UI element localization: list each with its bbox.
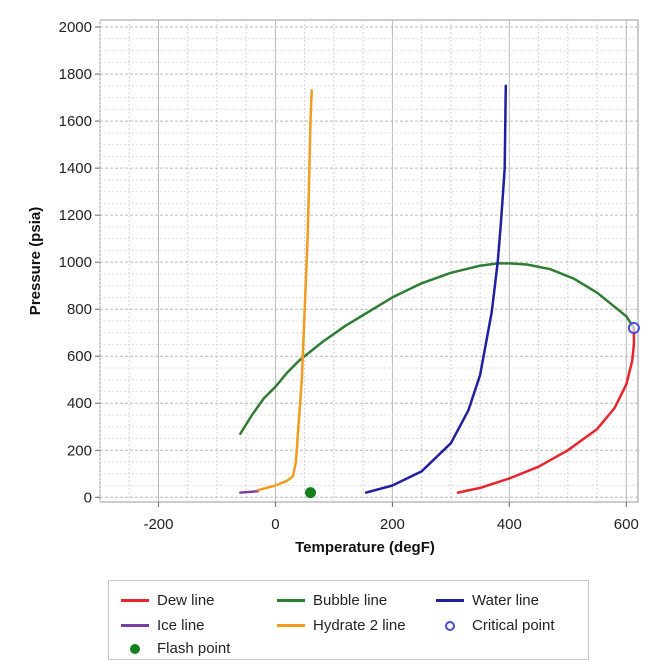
hydrate-2-line-swatch (277, 624, 305, 627)
dew-line-swatch (121, 599, 149, 602)
legend-item-water-line: Water line (436, 592, 539, 609)
x-tick-label: 0 (271, 516, 279, 533)
ice-line-swatch (121, 624, 149, 627)
legend-label: Ice line (157, 617, 205, 634)
flash-point-marker (305, 487, 317, 499)
legend-label: Hydrate 2 line (313, 617, 406, 634)
x-tick-label: 400 (497, 516, 522, 533)
x-tick-label: -200 (143, 516, 173, 533)
y-tick-label: 1400 (59, 160, 92, 177)
legend-item-hydrate-2-line: Hydrate 2 line (277, 617, 406, 634)
x-tick-label: 200 (380, 516, 405, 533)
y-tick-label: 1200 (59, 207, 92, 224)
hydrate-2-line-series (256, 89, 313, 492)
legend-item-critical-point: Critical point (436, 617, 555, 634)
flash-point-swatch (130, 643, 140, 654)
y-axis-title: Pressure (psia) (27, 207, 44, 315)
bubble-line-swatch (277, 599, 305, 602)
y-tick-label: 1600 (59, 113, 92, 130)
critical-point-marker (627, 322, 640, 335)
y-axis-ticks: 0 200 400 600 800 1000 1200 1400 1600 1800 2000 (59, 19, 100, 506)
legend-item-flash-point: Flash point (121, 640, 230, 657)
x-axis-title: Temperature (degF) (295, 539, 435, 556)
y-tick-label: 200 (67, 442, 92, 459)
phase-envelope-chart: -200 0 200 400 600 0 200 400 600 800 1000 1200 1400… (27, 19, 640, 556)
legend: Dew line Bubble line Water line Ice line… (108, 580, 589, 660)
y-tick-label: 600 (67, 348, 92, 365)
y-tick-label: 2000 (59, 19, 92, 36)
water-line-series (364, 84, 508, 494)
legend-label: Critical point (472, 617, 555, 634)
legend-label: Water line (472, 592, 539, 609)
legend-label: Dew line (157, 592, 215, 609)
legend-item-bubble-line: Bubble line (277, 592, 387, 609)
y-tick-label: 1800 (59, 66, 92, 83)
grid-lines (99, 20, 638, 502)
critical-point-swatch (445, 620, 455, 631)
y-tick-label: 400 (67, 395, 92, 412)
y-tick-label: 0 (84, 489, 92, 506)
legend-item-ice-line: Ice line (121, 617, 205, 634)
legend-label: Bubble line (313, 592, 388, 609)
y-tick-label: 1000 (59, 254, 92, 271)
dew-line-series (456, 326, 636, 494)
x-axis-ticks: -200 0 200 400 600 (143, 502, 639, 533)
legend-item-dew-line: Dew line (121, 592, 215, 609)
bubble-line-series (239, 262, 636, 436)
ice-line-series (239, 489, 260, 494)
x-tick-label: 600 (614, 516, 639, 533)
plot-area (99, 19, 639, 503)
water-line-swatch (436, 599, 464, 602)
legend-label: Flash point (157, 640, 231, 657)
series-layer (239, 84, 640, 499)
y-tick-label: 800 (67, 301, 92, 318)
